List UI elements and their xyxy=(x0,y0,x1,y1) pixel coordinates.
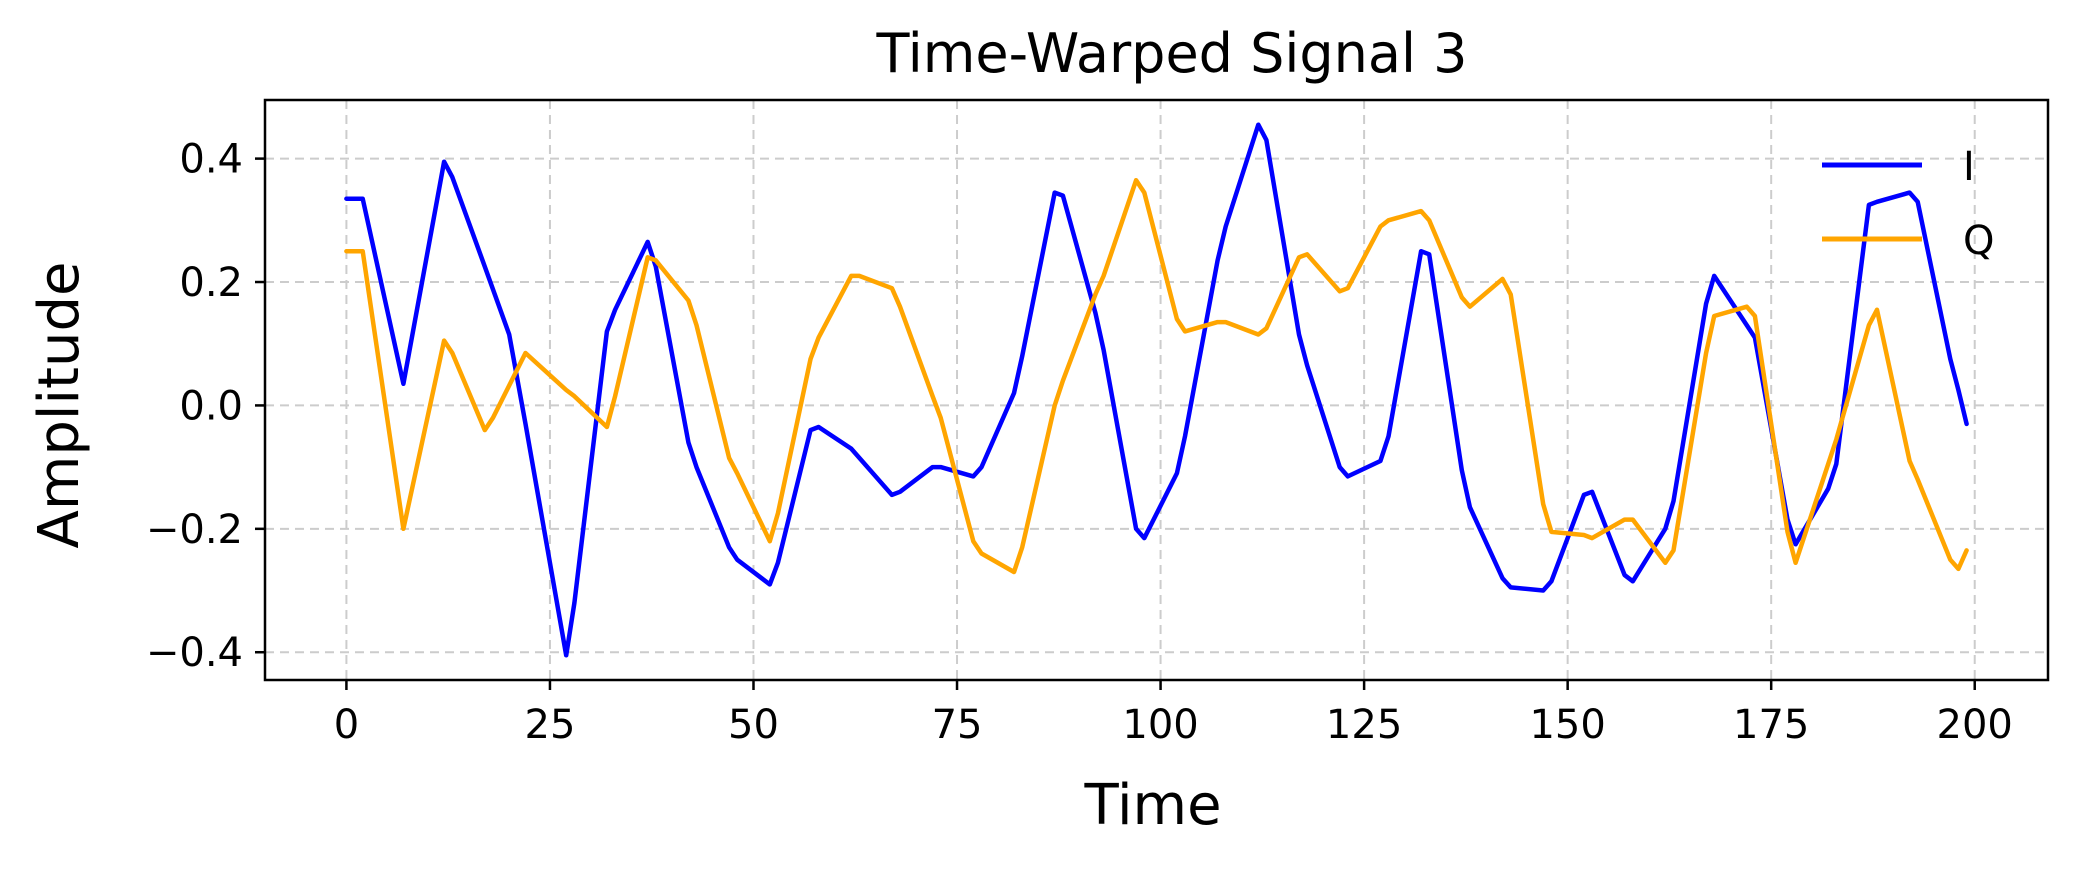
legend-label-q: Q xyxy=(1963,218,1994,264)
y-tick-label: −0.2 xyxy=(146,507,243,553)
y-tick-label: 0.0 xyxy=(179,383,243,429)
x-tick-label: 75 xyxy=(932,702,983,748)
chart-title: Time-Warped Signal 3 xyxy=(875,22,1467,85)
y-tick-label: 0.2 xyxy=(179,260,243,306)
series-lines xyxy=(344,122,1969,658)
x-tick-label: 100 xyxy=(1122,702,1198,748)
x-tick-label: 0 xyxy=(334,702,359,748)
x-tick-label: 50 xyxy=(728,702,779,748)
x-tick-label: 25 xyxy=(525,702,576,748)
series-line-i xyxy=(344,122,1969,658)
x-tick-label: 175 xyxy=(1733,702,1809,748)
legend: IQ xyxy=(1822,144,1994,264)
plot-frame xyxy=(263,98,2050,682)
x-tick-label: 200 xyxy=(1937,702,2013,748)
grid-lines xyxy=(265,100,2048,680)
x-tick-label: 150 xyxy=(1529,702,1605,748)
x-axis-label: Time xyxy=(1083,773,1221,838)
legend-label-i: I xyxy=(1963,144,1975,190)
series-line-q xyxy=(344,177,1969,575)
y-tick-label: −0.4 xyxy=(146,630,243,676)
axis-ticks: 0 25 50 75 100 125 150 175 200 −0.4 −0.2 0.0 0.2 0.4 xyxy=(146,137,2013,748)
y-axis-label: Amplitude xyxy=(27,262,92,549)
y-tick-label: 0.4 xyxy=(179,137,243,183)
x-tick-label: 125 xyxy=(1326,702,1402,748)
